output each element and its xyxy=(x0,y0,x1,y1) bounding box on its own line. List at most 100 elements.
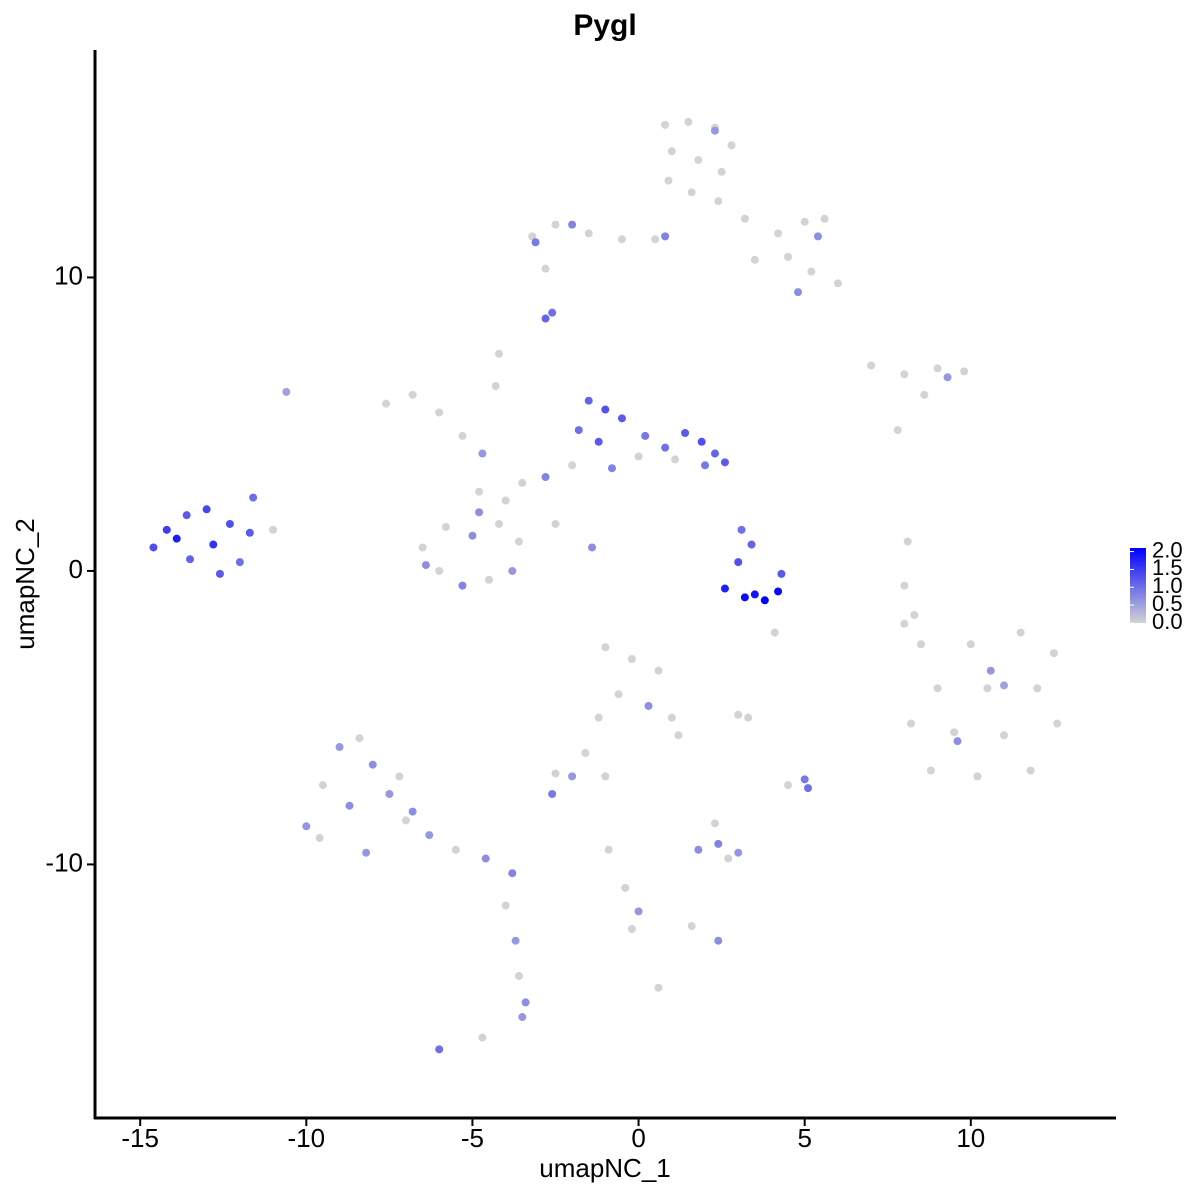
point xyxy=(395,772,404,781)
point xyxy=(594,437,603,446)
point xyxy=(495,349,504,358)
point xyxy=(451,845,460,854)
point xyxy=(594,713,603,722)
point xyxy=(315,834,324,843)
point xyxy=(694,845,703,854)
point xyxy=(671,455,680,464)
point xyxy=(800,775,809,784)
point xyxy=(172,534,181,543)
point xyxy=(674,731,683,740)
point xyxy=(714,936,723,945)
y-tick-label: 10 xyxy=(54,260,83,290)
point xyxy=(302,822,311,831)
point xyxy=(355,734,364,743)
point xyxy=(614,690,623,699)
point xyxy=(568,461,577,470)
point xyxy=(186,555,195,564)
point xyxy=(182,511,191,520)
point xyxy=(651,235,660,244)
point xyxy=(568,772,577,781)
point xyxy=(893,426,902,435)
point xyxy=(966,640,975,649)
y-tick-label: -10 xyxy=(45,847,83,877)
point xyxy=(714,839,723,848)
point xyxy=(441,522,450,531)
point xyxy=(910,610,919,619)
point xyxy=(588,543,597,552)
point xyxy=(425,831,434,840)
point xyxy=(903,537,912,546)
point xyxy=(737,525,746,534)
x-tick-label: -10 xyxy=(288,1123,326,1153)
point xyxy=(345,801,354,810)
point xyxy=(1016,628,1025,637)
x-tick-label: 5 xyxy=(797,1123,811,1153)
point xyxy=(435,408,444,417)
point xyxy=(501,496,510,505)
point xyxy=(385,789,394,798)
point xyxy=(800,217,809,226)
point xyxy=(607,464,616,473)
point xyxy=(714,197,723,206)
point xyxy=(697,437,706,446)
point xyxy=(458,431,467,440)
point xyxy=(235,558,244,567)
point xyxy=(1033,684,1042,693)
y-axis-title: umapNC_2 xyxy=(10,518,40,650)
point xyxy=(774,229,783,238)
point xyxy=(681,429,690,438)
point xyxy=(617,414,626,423)
point xyxy=(973,772,982,781)
point xyxy=(687,922,696,931)
point xyxy=(710,819,719,828)
point xyxy=(508,869,517,878)
point xyxy=(541,264,550,273)
point xyxy=(710,449,719,458)
point xyxy=(485,575,494,584)
point xyxy=(926,766,935,775)
point xyxy=(900,370,909,379)
point xyxy=(401,816,410,825)
point xyxy=(1053,719,1062,728)
point xyxy=(202,505,211,514)
point xyxy=(1000,681,1009,690)
chart-title: Pygl xyxy=(573,9,636,42)
point xyxy=(820,214,829,223)
point xyxy=(574,426,583,435)
point xyxy=(601,643,610,652)
y-tick-label: 0 xyxy=(69,554,83,584)
point xyxy=(508,566,517,575)
point xyxy=(747,540,756,549)
point xyxy=(581,748,590,757)
point xyxy=(661,120,670,129)
point xyxy=(920,390,929,399)
point xyxy=(511,936,520,945)
point xyxy=(634,907,643,916)
point xyxy=(667,713,676,722)
point xyxy=(654,666,663,675)
point xyxy=(641,431,650,440)
point xyxy=(684,117,693,126)
point xyxy=(794,288,803,297)
point xyxy=(933,684,942,693)
point xyxy=(701,461,710,470)
point xyxy=(468,531,477,540)
point xyxy=(408,807,417,816)
color-tick-label: 1.5 xyxy=(1152,555,1183,580)
color-bar xyxy=(1130,548,1146,623)
point xyxy=(740,593,749,602)
point xyxy=(734,848,743,857)
point xyxy=(162,525,171,534)
point xyxy=(458,581,467,590)
point xyxy=(833,279,842,288)
point xyxy=(435,566,444,575)
point xyxy=(418,543,427,552)
point xyxy=(225,519,234,528)
point xyxy=(548,789,557,798)
point xyxy=(421,561,430,570)
point xyxy=(501,901,510,910)
point xyxy=(727,141,736,150)
point xyxy=(770,628,779,637)
point xyxy=(664,176,673,185)
point xyxy=(1000,731,1009,740)
